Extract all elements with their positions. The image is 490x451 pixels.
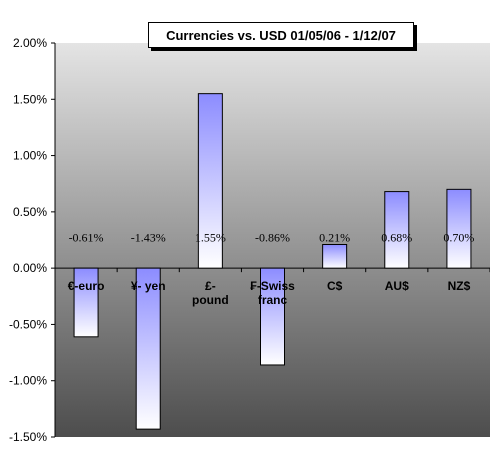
data-label-6: 0.70% [443, 231, 474, 245]
bar-0 [73, 267, 99, 338]
y-tick-label: 1.00% [13, 149, 47, 163]
bar-2 [197, 93, 223, 269]
data-label-3: -0.86% [255, 231, 290, 245]
y-tick-label: -1.50% [9, 430, 47, 444]
data-label-2: 1.55% [195, 231, 226, 245]
category-label-6: NZ$ [448, 279, 471, 293]
category-label-4: C$ [327, 279, 343, 293]
chart-title: Currencies vs. USD 01/05/06 - 1/12/07 [148, 22, 414, 48]
category-label-2: pound [192, 293, 229, 307]
category-label-1: ¥- yen [131, 279, 166, 293]
category-label-5: AU$ [385, 279, 409, 293]
category-label-3: franc [258, 293, 288, 307]
y-tick-label: 0.00% [13, 261, 47, 275]
data-label-4: 0.21% [319, 231, 350, 245]
bar-5 [384, 191, 410, 269]
bar-4 [322, 244, 348, 269]
y-tick-label: 2.00% [13, 36, 47, 50]
bar-1 [135, 267, 161, 430]
y-tick-label: -0.50% [9, 317, 47, 331]
category-label-3: ₣-Swiss [250, 279, 295, 293]
y-tick-label: -1.00% [9, 374, 47, 388]
data-label-1: -1.43% [131, 231, 166, 245]
bar-6 [446, 188, 472, 269]
category-label-2: £- [205, 279, 216, 293]
category-label-0: €-euro [68, 279, 105, 293]
data-label-5: 0.68% [381, 231, 412, 245]
data-label-0: -0.61% [69, 231, 104, 245]
plot-area [55, 43, 490, 437]
bar-3 [260, 267, 285, 366]
y-tick-label: 1.50% [13, 92, 47, 106]
y-tick-label: 0.50% [13, 205, 47, 219]
